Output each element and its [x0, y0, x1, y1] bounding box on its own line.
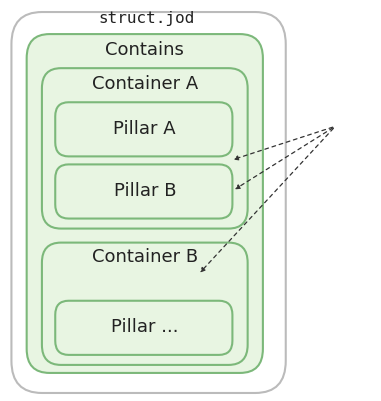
Text: Pillar ...: Pillar ... [111, 318, 179, 336]
FancyBboxPatch shape [55, 164, 232, 219]
FancyBboxPatch shape [55, 102, 232, 156]
Text: struct.jod: struct.jod [99, 10, 195, 26]
FancyBboxPatch shape [11, 12, 286, 393]
Text: Pillar A: Pillar A [114, 120, 176, 138]
Text: Container B: Container B [92, 248, 198, 265]
FancyBboxPatch shape [55, 301, 232, 355]
Text: Contains: Contains [105, 41, 184, 59]
Text: Container A: Container A [92, 75, 198, 93]
Text: Pillar B: Pillar B [114, 182, 176, 200]
FancyBboxPatch shape [42, 243, 248, 365]
FancyBboxPatch shape [42, 68, 248, 229]
FancyBboxPatch shape [27, 34, 263, 373]
